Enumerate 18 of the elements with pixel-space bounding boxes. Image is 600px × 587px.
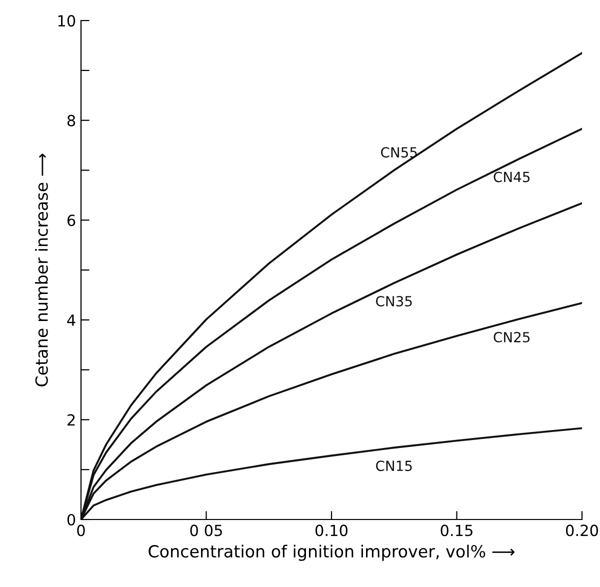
x-tick-label: 0 bbox=[77, 524, 85, 536]
series-label: CN25 bbox=[494, 332, 530, 342]
series-label: CN15 bbox=[376, 460, 412, 472]
series-label: CN45 bbox=[494, 172, 530, 182]
y-tick-label: 6 bbox=[67, 214, 76, 226]
x-tick-label: 0.15 bbox=[440, 524, 472, 536]
x-axis-title: Concentration of ignition improver, vol% ⟶ bbox=[148, 544, 514, 561]
x-tick-label: 0.20 bbox=[566, 524, 598, 536]
y-axis-title: Cetane number increase ⟶ bbox=[35, 154, 48, 386]
x-tick-label: 0 05 bbox=[190, 524, 222, 536]
series-label: CN55 bbox=[381, 147, 417, 158]
y-tick-label: 8 bbox=[67, 114, 76, 126]
y-tick-label: 2 bbox=[68, 414, 75, 426]
series-label: CN35 bbox=[376, 296, 412, 306]
x-tick-label: 0.10 bbox=[316, 524, 348, 536]
y-tick-label: 4 bbox=[67, 314, 76, 326]
y-tick-label: 0 bbox=[67, 514, 76, 526]
y-tick-label: 10 bbox=[58, 15, 76, 27]
